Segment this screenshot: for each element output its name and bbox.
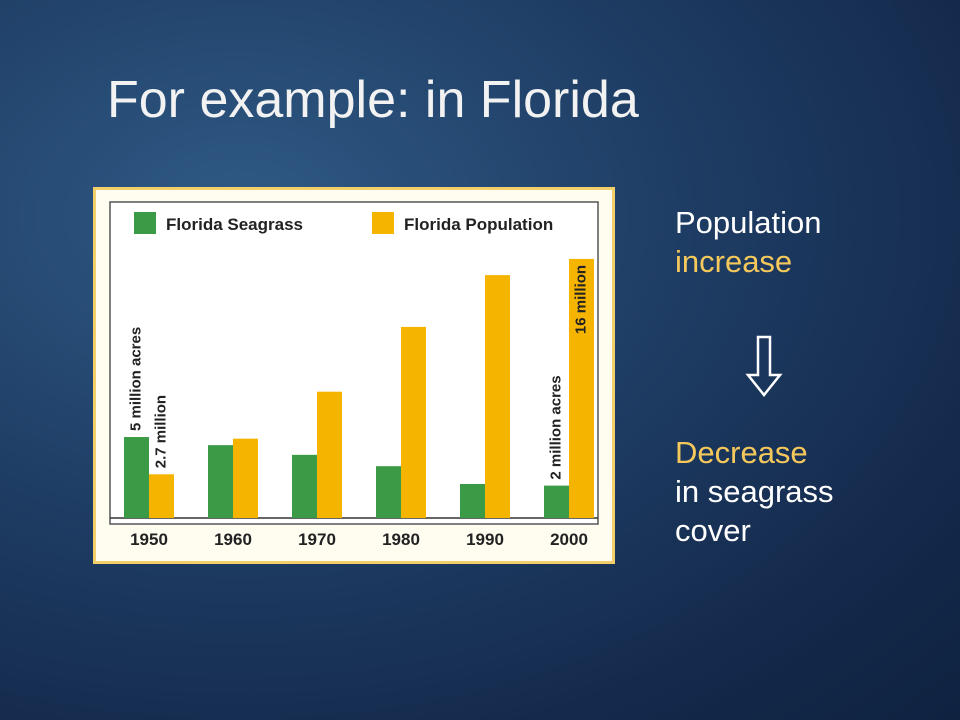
bar-population-1990 <box>485 275 510 518</box>
x-tick-label: 1970 <box>298 530 336 549</box>
bar-annotation: 2.7 million <box>152 395 169 468</box>
bar-seagrass-1990 <box>460 483 485 518</box>
legend-swatch <box>372 212 394 234</box>
down-arrow-icon <box>745 335 783 397</box>
seagrass-population-chart: Florida Seagrass Florida Population 1950 19… <box>109 201 599 549</box>
bar-population-1980 <box>401 326 426 518</box>
bar-seagrass-1970 <box>292 454 317 518</box>
legend-label: Florida Population <box>404 215 553 234</box>
side-bottom-line1: Decrease <box>675 435 808 470</box>
legend-swatch <box>134 212 156 234</box>
x-tick-label: 1990 <box>466 530 504 549</box>
legend-label: Florida Seagrass <box>166 215 303 234</box>
bar-population-1950 <box>149 474 174 518</box>
slide-title: For example: in Florida <box>107 71 639 129</box>
chart-frame: Florida Seagrass Florida Population 1950 19… <box>93 187 615 564</box>
bar-annotation: 16 million <box>572 265 589 334</box>
seagrass-decrease-note: Decrease in seagrass cover <box>675 433 834 550</box>
bar-seagrass-1960 <box>208 445 233 518</box>
bar-seagrass-2000 <box>544 485 569 518</box>
x-tick-label: 1980 <box>382 530 420 549</box>
bar-annotation: 2 million acres <box>547 375 564 479</box>
bar-annotation: 5 million acres <box>127 327 144 431</box>
plot-panel <box>109 201 599 525</box>
x-tick-label: 1960 <box>214 530 252 549</box>
bar-population-1960 <box>233 438 258 518</box>
bar-seagrass-1980 <box>376 466 401 518</box>
side-bottom-line2: in seagrass <box>675 474 834 509</box>
x-tick-label: 2000 <box>550 530 588 549</box>
bar-population-2000 <box>569 258 594 518</box>
population-increase-note: Population increase <box>675 203 822 281</box>
x-tick-label: 1950 <box>130 530 168 549</box>
bar-population-1970 <box>317 391 342 518</box>
side-top-line2: increase <box>675 244 793 279</box>
side-bottom-line3: cover <box>675 513 751 548</box>
bar-seagrass-1950 <box>124 437 149 518</box>
side-top-line1: Population <box>675 205 822 240</box>
